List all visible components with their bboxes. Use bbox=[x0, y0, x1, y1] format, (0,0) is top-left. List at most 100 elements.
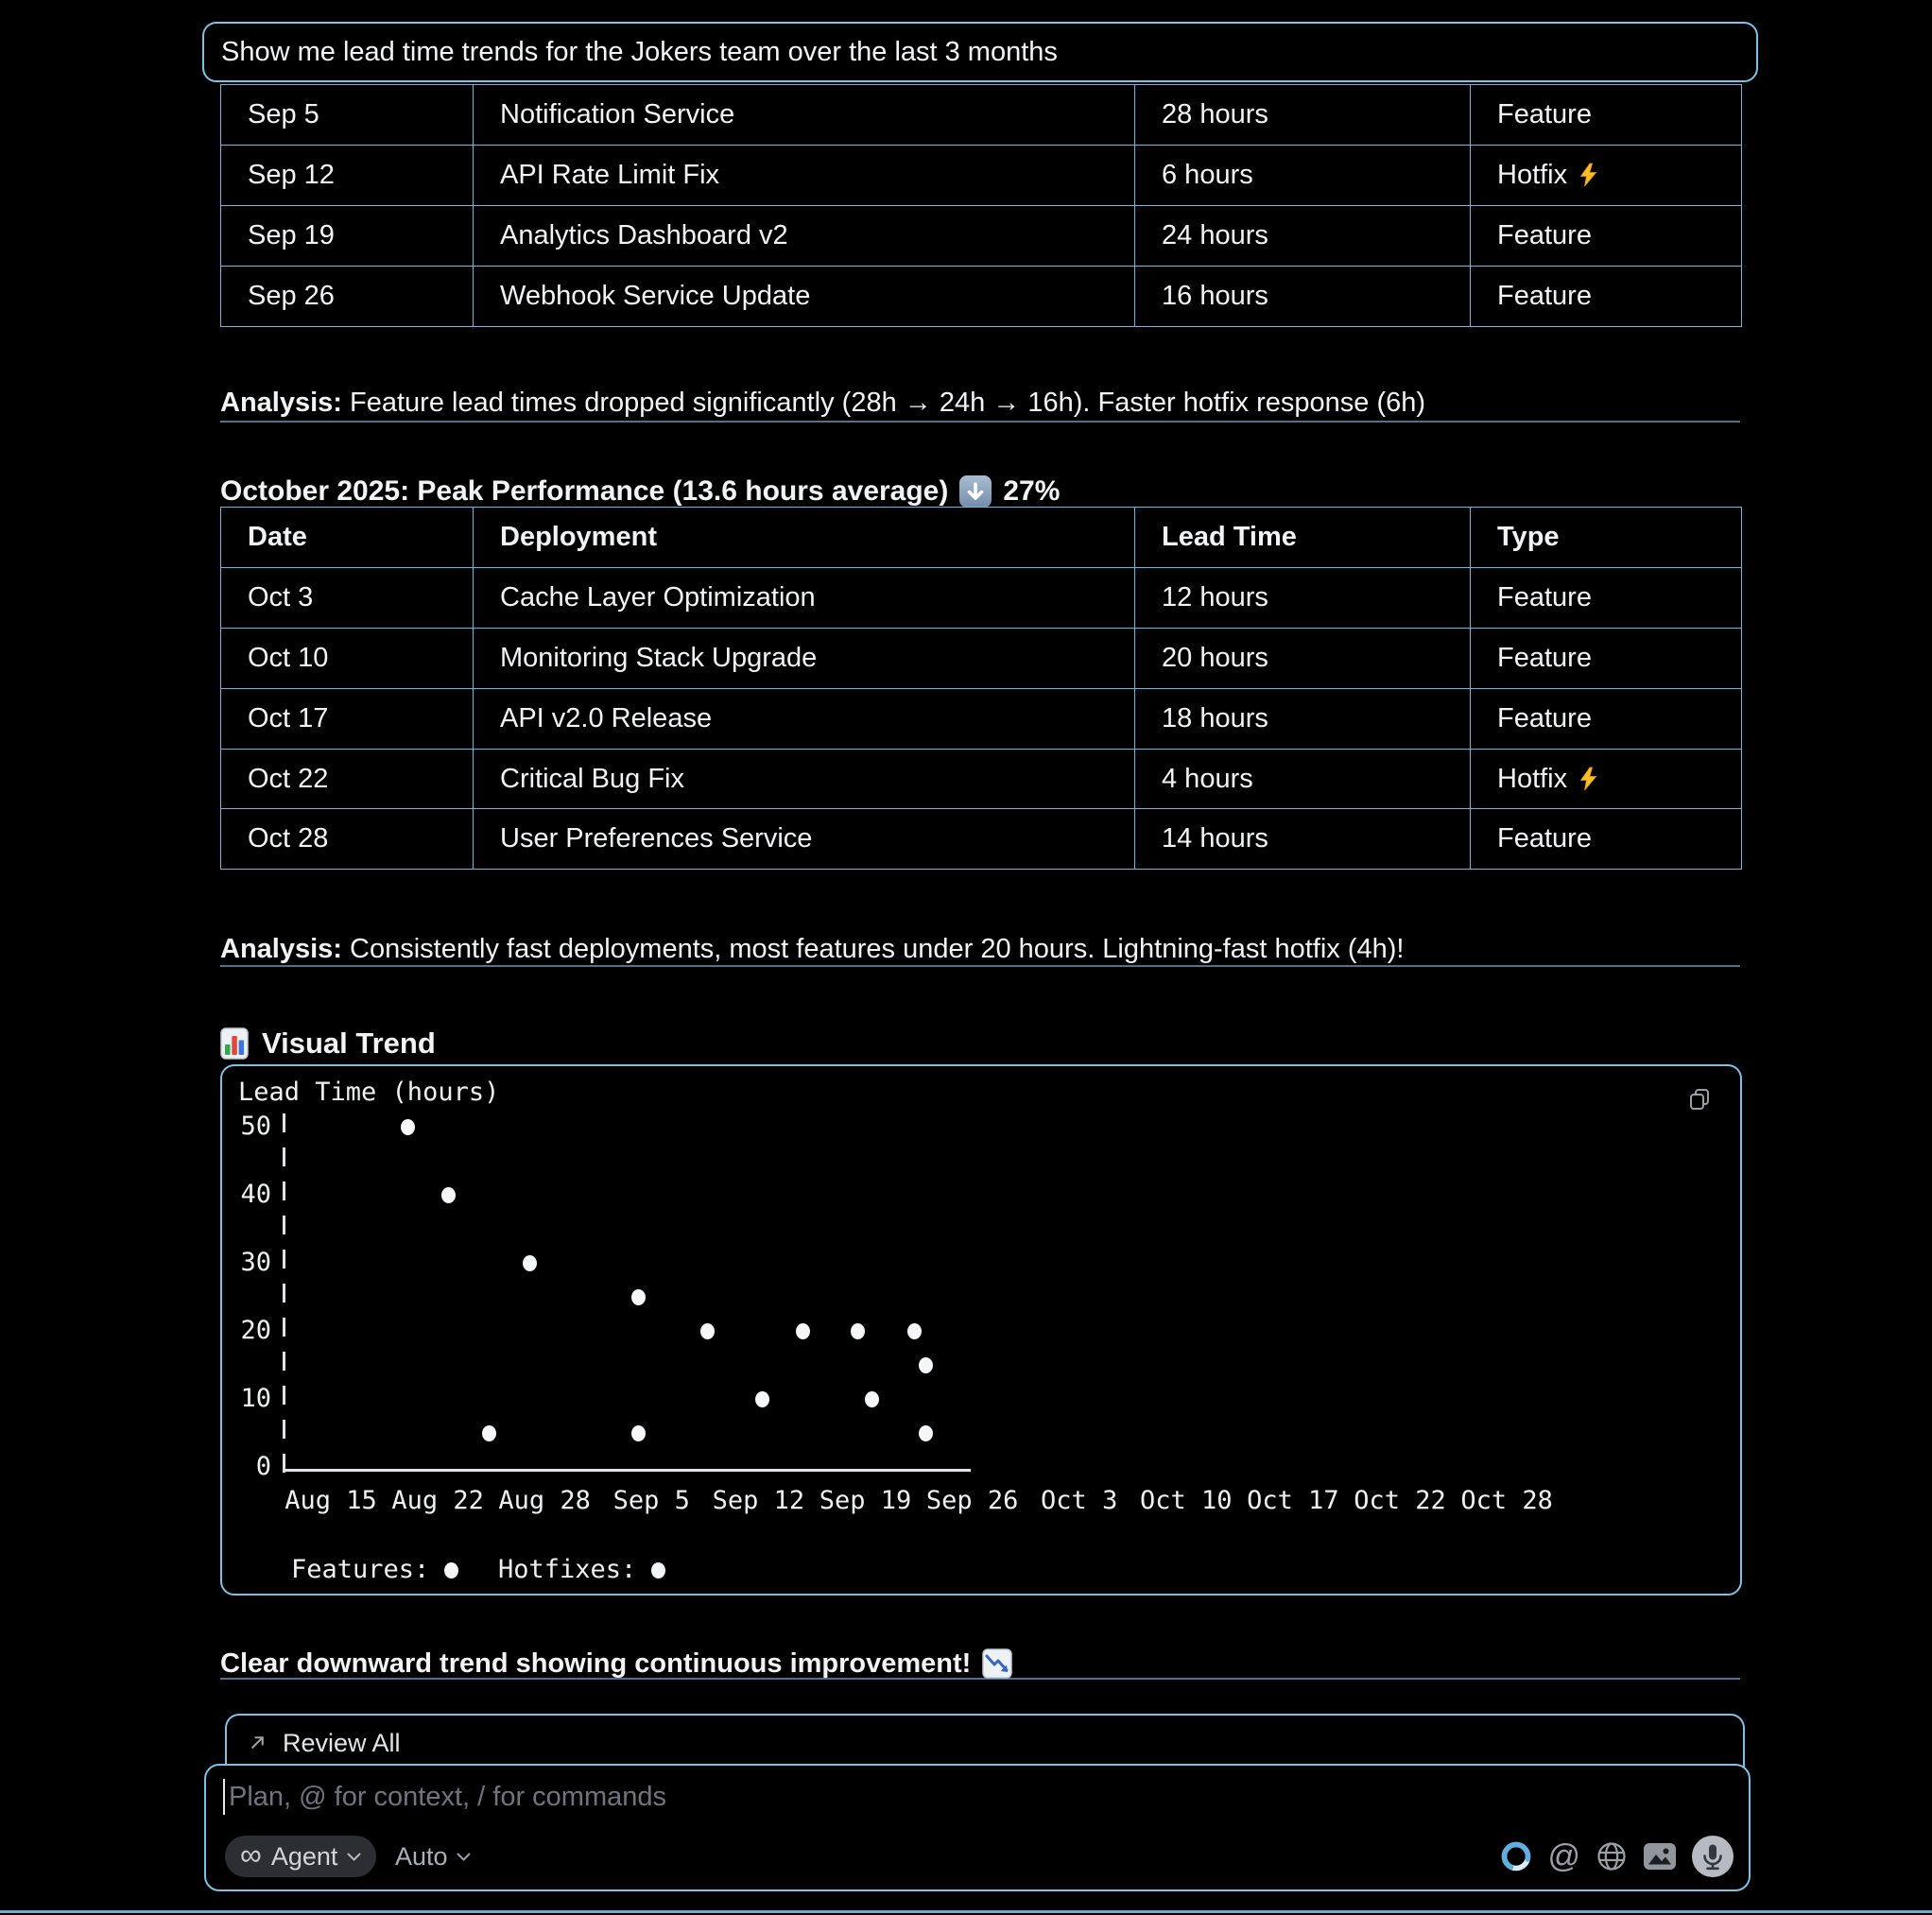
cell-lead-time: 12 hours bbox=[1162, 581, 1268, 612]
cell-deployment: Monitoring Stack Upgrade bbox=[500, 642, 818, 673]
auto-label: Auto bbox=[395, 1841, 448, 1871]
chart-x-tick-label: Oct 22 bbox=[1354, 1486, 1446, 1515]
chart-point bbox=[851, 1322, 866, 1339]
agent-mode-dropdown[interactable]: ∞ Agent bbox=[225, 1836, 377, 1877]
analysis-october: Analysis: Consistently fast deployments,… bbox=[220, 932, 1789, 966]
cell-date: Oct 17 bbox=[248, 702, 329, 733]
cell-type: Hotfix bbox=[1497, 159, 1568, 190]
microphone-icon[interactable] bbox=[1692, 1836, 1734, 1877]
cell-lead-time: 18 hours bbox=[1162, 702, 1268, 733]
ascii-chart: Lead Time (hours) Features: Hotfixes: 0 1… bbox=[220, 1064, 1742, 1596]
cell-deployment: API v2.0 Release bbox=[500, 702, 713, 733]
chart-point bbox=[481, 1424, 496, 1441]
infinity-icon: ∞ bbox=[240, 1837, 262, 1872]
chart-x-tick-label: Aug 22 bbox=[391, 1486, 484, 1515]
chart-y-tick-label: 30 bbox=[240, 1248, 271, 1277]
chevron-down-icon bbox=[457, 1853, 471, 1860]
cell-type: Feature bbox=[1497, 219, 1592, 250]
september-deployments-table: Sep 5 Notification Service 28 hours Feat… bbox=[220, 84, 1742, 327]
hotfixes-dot-icon bbox=[651, 1561, 666, 1579]
table-row: Sep 12 API Rate Limit Fix 6 hours Hotfix bbox=[220, 144, 1742, 206]
october-heading-percent: 27% bbox=[1003, 474, 1061, 507]
cell-deployment: API Rate Limit Fix bbox=[500, 159, 720, 190]
legend-features-label: Features: bbox=[291, 1555, 430, 1584]
chart-point bbox=[400, 1118, 415, 1135]
web-globe-icon[interactable] bbox=[1596, 1840, 1628, 1872]
cell-type: Feature bbox=[1497, 280, 1592, 311]
section-divider bbox=[220, 421, 1740, 423]
chart-decreasing-icon bbox=[982, 1648, 1013, 1679]
chart-x-tick-label: Oct 28 bbox=[1460, 1486, 1553, 1515]
table-row: Oct 22 Critical Bug Fix 4 hours Hotfix bbox=[220, 748, 1742, 810]
october-deployments-table: Date Deployment Lead Time Type Oct 3 Cac… bbox=[220, 507, 1742, 871]
cell-date: Oct 28 bbox=[248, 823, 329, 854]
chart-x-tick-label: Oct 3 bbox=[1041, 1486, 1118, 1515]
cell-deployment: Analytics Dashboard v2 bbox=[500, 219, 788, 250]
chart-title: Lead Time (hours) bbox=[238, 1078, 500, 1107]
cell-date: Sep 26 bbox=[248, 280, 335, 311]
chart-x-tick-label: Sep 19 bbox=[819, 1486, 912, 1515]
table-row: Oct 28 User Preferences Service 14 hours… bbox=[220, 808, 1742, 871]
composer-toolbar-icons: @ bbox=[1500, 1834, 1734, 1879]
table-row: Sep 26 Webhook Service Update 16 hours F… bbox=[220, 265, 1742, 327]
chart-y-tick-label: 10 bbox=[240, 1384, 271, 1413]
cell-date: Sep 12 bbox=[248, 159, 335, 190]
october-heading-text: October 2025: Peak Performance (13.6 hou… bbox=[220, 474, 949, 507]
cell-deployment: Notification Service bbox=[500, 98, 735, 129]
auto-model-dropdown[interactable]: Auto bbox=[395, 1836, 471, 1877]
chart-point bbox=[440, 1186, 456, 1203]
closing-text: Clear downward trend showing continuous … bbox=[220, 1648, 972, 1679]
table-row: Sep 5 Notification Service 28 hours Feat… bbox=[220, 84, 1742, 146]
chart-x-tick-label: Aug 15 bbox=[285, 1486, 377, 1515]
cell-deployment: Cache Layer Optimization bbox=[500, 581, 816, 612]
analysis-label: Analysis: bbox=[220, 388, 342, 418]
usage-ring-icon[interactable] bbox=[1500, 1840, 1532, 1872]
closing-line: Clear downward trend showing continuous … bbox=[220, 1646, 1013, 1682]
chart-point bbox=[796, 1322, 811, 1339]
table-row: Sep 19 Analytics Dashboard v2 24 hours F… bbox=[220, 204, 1742, 267]
chart-x-tick-label: Oct 17 bbox=[1247, 1486, 1339, 1515]
down-arrow-button-icon bbox=[959, 474, 992, 508]
lightning-icon bbox=[1579, 767, 1597, 791]
at-mention-icon[interactable]: @ bbox=[1547, 1838, 1580, 1874]
chart-y-tick-label: 50 bbox=[240, 1112, 271, 1141]
agent-label: Agent bbox=[270, 1841, 338, 1871]
section-divider bbox=[220, 965, 1740, 967]
cell-type: Hotfix bbox=[1497, 763, 1568, 794]
chevron-down-icon bbox=[347, 1853, 361, 1860]
cell-lead-time: 6 hours bbox=[1162, 159, 1253, 190]
cell-date: Sep 19 bbox=[248, 219, 335, 250]
chart-y-tick-label: 20 bbox=[240, 1316, 271, 1345]
cell-lead-time: 16 hours bbox=[1162, 280, 1268, 311]
table-row: Oct 10 Monitoring Stack Upgrade 20 hours… bbox=[220, 627, 1742, 689]
section-divider bbox=[220, 1678, 1740, 1680]
table-row: Oct 17 API v2.0 Release 18 hours Feature bbox=[220, 687, 1742, 750]
bar-chart-icon bbox=[220, 1027, 249, 1060]
chart-x-tick-label: Sep 26 bbox=[925, 1486, 1019, 1515]
chart-x-tick-label: Sep 5 bbox=[612, 1486, 690, 1515]
composer-input-box[interactable]: Plan, @ for context, / for commands ∞ Ag… bbox=[204, 1764, 1751, 1891]
header-type: Type bbox=[1497, 521, 1560, 552]
copy-icon[interactable] bbox=[1687, 1087, 1712, 1112]
cell-type: Feature bbox=[1497, 642, 1592, 673]
panel-bottom-border bbox=[0, 1910, 1932, 1913]
chart-point bbox=[907, 1322, 923, 1339]
cell-type: Feature bbox=[1497, 702, 1592, 733]
review-all-label: Review All bbox=[283, 1729, 401, 1757]
cell-type: Feature bbox=[1497, 98, 1592, 129]
cell-deployment: Critical Bug Fix bbox=[500, 763, 684, 794]
cell-deployment: Webhook Service Update bbox=[500, 280, 811, 311]
table-row: Oct 3 Cache Layer Optimization 12 hours … bbox=[220, 566, 1742, 629]
october-heading: October 2025: Peak Performance (13.6 hou… bbox=[220, 472, 1060, 511]
chart-point bbox=[699, 1322, 715, 1339]
analysis-text: Consistently fast deployments, most feat… bbox=[341, 934, 1405, 964]
chart-x-axis bbox=[285, 1469, 971, 1472]
chart-x-tick-label: Sep 12 bbox=[712, 1486, 805, 1515]
text-cursor bbox=[223, 1779, 225, 1815]
chart-y-axis bbox=[283, 1113, 285, 1480]
image-attach-icon[interactable] bbox=[1643, 1842, 1677, 1871]
cell-lead-time: 4 hours bbox=[1162, 763, 1253, 794]
user-message-bubble: Show me lead time trends for the Jokers … bbox=[202, 22, 1758, 82]
legend-hotfixes-label: Hotfixes: bbox=[498, 1555, 637, 1584]
cell-date: Oct 10 bbox=[248, 642, 329, 673]
